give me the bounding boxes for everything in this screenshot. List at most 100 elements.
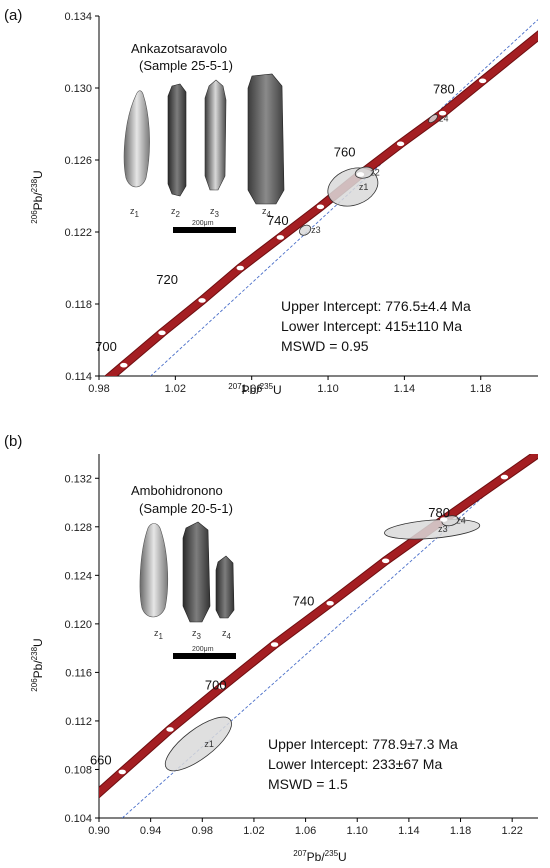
y-tick-label-b: 0.104	[64, 813, 92, 825]
concordia-age-marker-b	[217, 684, 226, 690]
grain-label-b-z1: z1	[154, 628, 164, 641]
x-tick-label-b: 1.02	[243, 825, 264, 837]
concordia-age-marker-a	[478, 78, 487, 84]
grain-label-a-z2: z2	[171, 206, 181, 219]
grain-label-b-z3: z3	[192, 628, 202, 641]
y-tick-label-b: 0.120	[64, 619, 92, 631]
grain-label-b-z4: z4	[222, 628, 232, 641]
plot-area-b: 0.90 0.94 0.98 1.02 1.06 1.10 1.14 1.18 1.22 0.10…	[64, 454, 538, 837]
ellipse-label-z2-a: z2	[370, 168, 380, 178]
y-axis-label-b: 206Pb/238U	[30, 638, 45, 691]
ellipse-label-z1-a: z1	[359, 182, 369, 192]
y-tick-label-a: 0.122	[64, 227, 92, 239]
panel-a: (a) 0.98 1.02 1.06 1.10 1.14 1.180.1140.1180.…	[4, 7, 538, 397]
y-tick-label-a: 0.126	[64, 155, 92, 167]
concordia-age-label-b: 700	[205, 677, 227, 692]
lower-intercept-a: Lower Intercept: 415±110 Ma	[281, 318, 462, 334]
mswd-b: MSWD = 1.5	[268, 776, 348, 792]
concordia-age-marker-a	[276, 235, 285, 240]
y-tick-label-a: 0.118	[65, 299, 92, 311]
ellipse-label-z3-a: z3	[311, 225, 321, 235]
panel-label-a: (a)	[4, 7, 22, 24]
plot-area-a: 0.98 1.02 1.06 1.10 1.14 1.18 0.114 0.118 0.122 0…	[64, 11, 538, 395]
x-tick-label-a: 1.06	[241, 383, 262, 395]
grain-label-a-z1: z1	[130, 206, 140, 219]
scale-label-b: 200μm	[192, 646, 214, 653]
ellipse-label-z3-b: z3	[438, 524, 448, 534]
concordia-age-label-b: 660	[90, 753, 112, 768]
ellipse-label-z1-b: z1	[204, 739, 214, 749]
lower-intercept-b: Lower Intercept: 233±67 Ma	[268, 756, 442, 772]
inset-subtitle-b: (Sample 20-5-1)	[139, 501, 233, 516]
inset-title-a: Ankazotsaravolo	[131, 41, 227, 56]
error-ellipse-z1-b	[164, 716, 232, 772]
ellipse-label-z4-b: z4	[456, 516, 466, 526]
x-tick-label-b: 0.98	[192, 825, 213, 837]
concordia-age-marker-b	[500, 474, 509, 480]
y-tick-label-b: 0.132	[64, 473, 92, 485]
error-ellipse-z3-a	[299, 224, 312, 236]
y-tick-label-b: 0.116	[65, 667, 92, 679]
upper-intercept-b: Upper Intercept: 778.9±7.3 Ma	[268, 736, 458, 752]
zircon-inset-a: Ankazotsaravolo (Sample 25-5-1) z1 z2 z3…	[123, 41, 285, 233]
y-axis-label-a: 206Pb/238U	[30, 170, 45, 223]
upper-intercept-a: Upper Intercept: 776.5±4.4 Ma	[281, 298, 471, 314]
panel-label-b: (b)	[4, 433, 22, 450]
panel-b: (b) 0.90 0.94 0.98 1.02 1.06 1.10 1.14 1.18 1.22…	[4, 433, 538, 864]
concordia-age-marker-a	[356, 172, 365, 177]
x-tick-label-a: 1.02	[165, 383, 186, 395]
ellipse-label-z4-a: z4	[439, 114, 449, 124]
plot-clip-b: z1 z3 z4	[99, 454, 538, 818]
x-tick-label-b: 1.18	[450, 825, 471, 837]
intercept-annotation-b: Upper Intercept: 778.9±7.3 Ma Lower Inte…	[268, 736, 458, 792]
y-tick-label-b: 0.124	[64, 570, 92, 582]
mswd-a: MSWD = 0.95	[281, 338, 369, 354]
zircon-grain-a-z1	[123, 90, 150, 188]
concordia-age-marker-a	[198, 298, 206, 303]
concordia-age-label-a: 780	[433, 81, 455, 96]
x-tick-label-b: 0.94	[140, 825, 161, 837]
scale-bar-b	[173, 653, 236, 659]
scale-bar-a	[173, 227, 236, 233]
concordia-curve-a	[105, 31, 538, 376]
x-axis-label-a: 207Pb/235U	[228, 382, 281, 397]
concordia-age-marker-b	[270, 642, 279, 647]
error-ellipse-z4-a	[428, 114, 438, 124]
zircon-grain-a-z3	[204, 79, 227, 191]
zircon-grain-b-z3	[182, 521, 211, 623]
zircon-grain-b-z4	[215, 555, 235, 619]
zircon-inset-b: Ambohidronono (Sample 20-5-1) z1 z3 z4 2…	[131, 483, 236, 659]
zircon-grain-a-z4	[247, 73, 285, 205]
concordia-age-marker-a	[438, 110, 447, 116]
y-tick-label-a: 0.130	[64, 83, 92, 95]
concordia-age-label-b: 780	[428, 505, 450, 520]
inset-title-b: Ambohidronono	[131, 483, 223, 498]
concordia-age-label-a: 720	[156, 272, 178, 287]
concordia-age-marker-b	[381, 558, 390, 564]
concordia-age-label-a: 700	[95, 339, 117, 354]
scale-label-a: 200μm	[192, 220, 214, 227]
x-tick-label-b: 1.06	[295, 825, 316, 837]
concordia-age-marker-b	[440, 517, 448, 522]
concordia-age-marker-a	[236, 265, 244, 271]
y-tick-label-a: 0.134	[64, 11, 92, 23]
concordia-age-label-a: 740	[267, 213, 289, 228]
concordia-age-label-a: 760	[334, 144, 356, 159]
concordia-age-marker-b	[326, 600, 334, 606]
x-tick-label-a: 0.98	[88, 383, 109, 395]
grain-label-a-z4: z4	[262, 206, 272, 219]
y-tick-label-b: 0.128	[64, 522, 92, 534]
intercept-annotation-a: Upper Intercept: 776.5±4.4 Ma Lower Inte…	[281, 298, 471, 354]
zircon-grain-a-z2	[167, 83, 187, 197]
x-tick-label-b: 0.90	[88, 825, 109, 837]
y-tick-label-b: 0.112	[65, 716, 92, 728]
concordia-age-marker-b	[118, 769, 126, 775]
zircon-grain-b-z1	[139, 523, 169, 618]
concordia-age-marker-b	[166, 727, 174, 732]
concordia-age-label-b: 740	[293, 594, 315, 609]
x-axis-label-b: 207Pb/235U	[293, 849, 346, 864]
inset-subtitle-a: (Sample 25-5-1)	[139, 58, 233, 73]
concordia-age-marker-a	[158, 330, 166, 336]
